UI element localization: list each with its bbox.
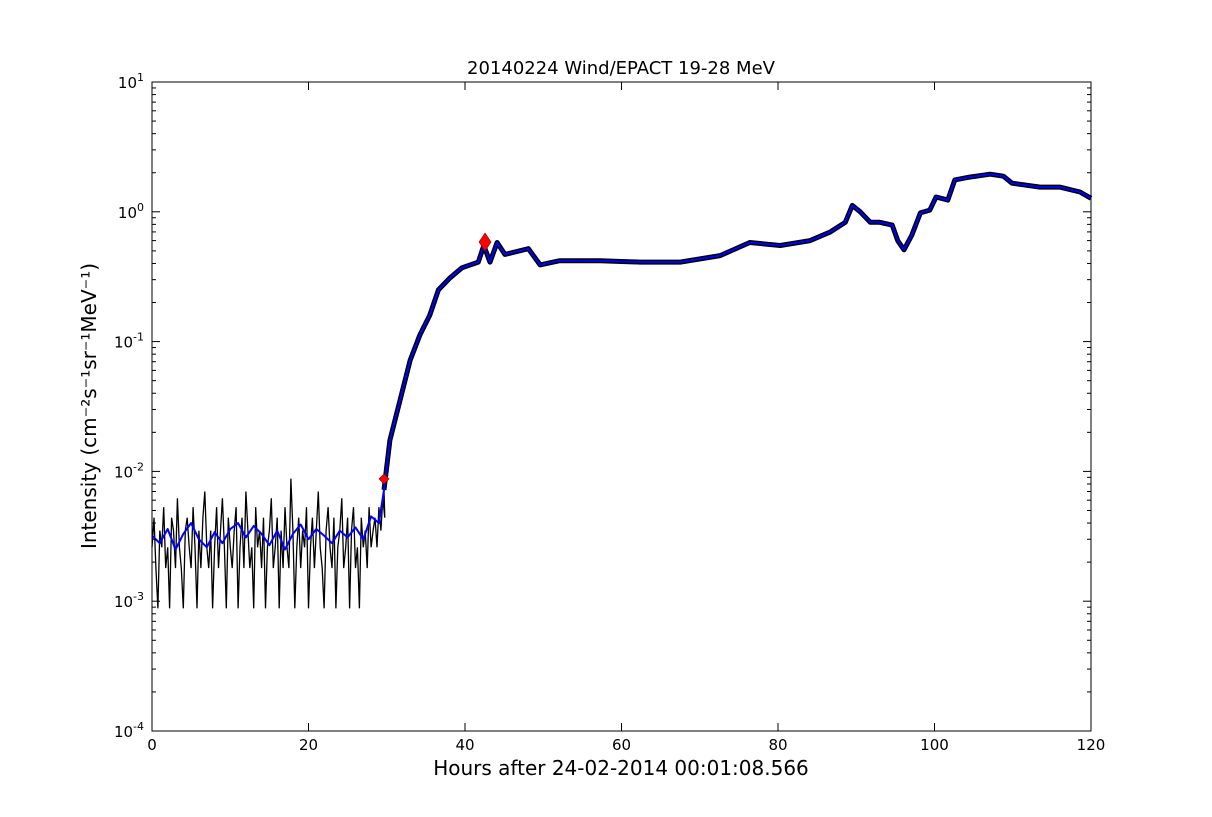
x-tick-label: 0 <box>147 736 157 754</box>
axes-frame <box>151 81 1092 732</box>
raw-intensity-band <box>381 171 1093 491</box>
chart-title: 20140224 Wind/EPACT 19-28 MeV <box>467 58 776 79</box>
marker-2 <box>478 232 492 252</box>
y-tick-label: 10-4 <box>114 720 144 741</box>
x-tick-label: 120 <box>1077 736 1106 754</box>
y-tick-label: 101 <box>118 71 144 92</box>
smoothed-intensity-line <box>151 173 1092 551</box>
y-tick-label: 10-1 <box>114 331 144 352</box>
x-tick-label: 80 <box>768 736 787 754</box>
x-tick-label: 60 <box>612 736 631 754</box>
x-tick-label: 40 <box>455 736 474 754</box>
x-axis-label: Hours after 24-02-2014 00:01:08.566 <box>433 756 809 780</box>
plot-area <box>151 171 1093 609</box>
marker-1 <box>378 473 390 485</box>
y-tick-label: 10-2 <box>114 460 144 481</box>
x-tick-label: 100 <box>920 736 949 754</box>
y-tick-label: 100 <box>118 201 144 222</box>
y-tick-label: 10-3 <box>114 590 144 611</box>
axes: 0 20 40 60 80 100 120 10-4 10-3 10-2 10-1 100 101 <box>114 71 1105 754</box>
raw-intensity-line <box>151 173 1092 609</box>
y-axis-label: Intensity (cm⁻²s⁻¹sr⁻¹MeV⁻¹) <box>77 263 101 549</box>
x-tick-label: 20 <box>299 736 318 754</box>
